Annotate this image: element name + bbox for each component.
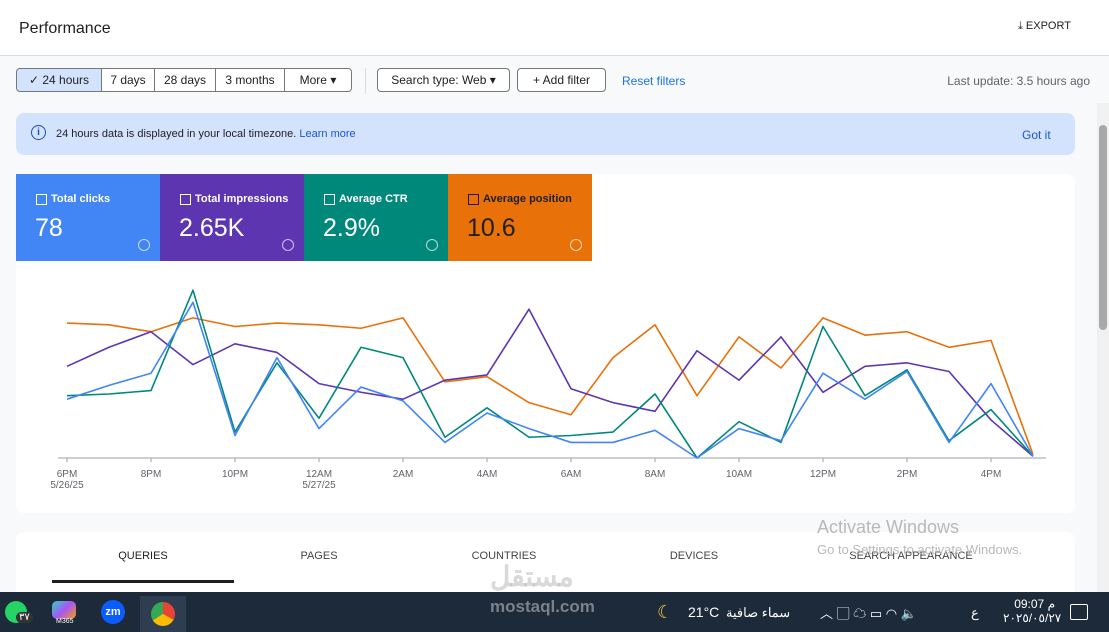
- range-button[interactable]: 7 days: [101, 68, 155, 92]
- x-tick-label: 6PM: [57, 469, 78, 480]
- language[interactable]: ع: [971, 605, 979, 620]
- metric-card[interactable]: Average CTR 2.9%: [304, 174, 448, 261]
- divider: [365, 68, 366, 94]
- metric-label: Average CTR: [339, 193, 408, 205]
- metric-value: 2.9%: [323, 214, 380, 242]
- help-icon[interactable]: [138, 239, 150, 251]
- x-tick-label: 8AM: [645, 469, 666, 480]
- info-banner: [16, 113, 1075, 155]
- moon-icon: ☾: [657, 602, 674, 622]
- x-tick-label: 8PM: [141, 469, 162, 480]
- checkbox[interactable]: [180, 194, 191, 205]
- checkbox[interactable]: [324, 194, 335, 205]
- x-tick-label: 2PM: [897, 469, 918, 480]
- watermark-title: Activate Windows: [817, 517, 960, 537]
- x-tick-label: 10AM: [726, 469, 752, 480]
- m365-label: M365: [56, 618, 74, 625]
- site-watermark: mostaql.com: [490, 597, 595, 616]
- x-tick-sublabel: 5/26/25: [50, 480, 84, 491]
- series-line: [66, 308, 1034, 457]
- search-type-button[interactable]: Search type: Web ▾: [377, 68, 510, 92]
- series-line: [66, 317, 1034, 455]
- range-button[interactable]: ✓ 24 hours: [16, 68, 102, 92]
- export-label[interactable]: EXPORT: [1025, 20, 1071, 32]
- watermark-text: Go to Settings to activate Windows.: [817, 542, 1023, 557]
- metric-label: Total impressions: [195, 193, 289, 205]
- metric-value: 2.65K: [179, 214, 245, 242]
- site-watermark-arabic: مستقل: [490, 561, 574, 592]
- reset-filters[interactable]: Reset filters: [622, 74, 686, 88]
- x-tick-label: 12AM: [306, 469, 332, 480]
- metric-value: 78: [35, 214, 63, 242]
- more-button[interactable]: More ▾: [284, 68, 352, 92]
- weather-text: سماء صافية: [726, 605, 791, 620]
- tray-icons[interactable]: ︿ ▢ ☁ ▭ ◠ 🔈: [820, 606, 917, 621]
- tabs-card: [16, 532, 1075, 602]
- checkbox[interactable]: [468, 194, 479, 205]
- tab[interactable]: DEVICES: [669, 550, 719, 562]
- help-icon[interactable]: [282, 239, 294, 251]
- got-it[interactable]: Got it: [1022, 128, 1051, 142]
- checkbox[interactable]: [36, 194, 47, 205]
- add-filter-label[interactable]: Add filter: [542, 73, 591, 87]
- badge: ٣٧: [16, 612, 33, 623]
- info-icon: i: [31, 125, 46, 140]
- export-button[interactable]: ⤓ EXPORT: [1018, 20, 1071, 32]
- add-filter-button[interactable]: + Add filter: [517, 68, 606, 92]
- zoom-icon[interactable]: zm: [101, 600, 125, 624]
- x-tick-label: 12PM: [810, 469, 836, 480]
- tab-indicator: [52, 580, 234, 583]
- x-tick-label: 6AM: [561, 469, 582, 480]
- x-tick-label: 10PM: [222, 469, 248, 480]
- more-label[interactable]: More: [299, 73, 327, 87]
- page-title: Performance: [19, 20, 111, 37]
- date: ٢٠٢٥/٠٥/٢٧: [1003, 611, 1062, 625]
- metric-label: Total clicks: [51, 193, 111, 205]
- help-icon[interactable]: [426, 239, 438, 251]
- banner-text: 24 hours data is displayed in your local…: [56, 128, 356, 140]
- clock[interactable]: 09:07 م ٢٠٢٥/٠٥/٢٧: [1003, 597, 1062, 625]
- time: 09:07 م: [1014, 597, 1055, 611]
- last-update: Last update: 3.5 hours ago: [947, 74, 1090, 88]
- weather-temp: 21°C: [688, 604, 720, 620]
- range-label[interactable]: 24 hours: [42, 73, 90, 87]
- metric-value: 10.6: [467, 214, 516, 242]
- tab[interactable]: QUERIES: [118, 550, 168, 562]
- header: [0, 0, 1109, 56]
- series-line: [66, 301, 1034, 459]
- metric-card[interactable]: Total impressions 2.65K: [160, 174, 304, 261]
- learn-more[interactable]: Learn more: [299, 128, 356, 140]
- search-type-label[interactable]: Search type: Web: [391, 73, 487, 87]
- series-line: [66, 289, 1034, 459]
- scrollbar[interactable]: [1097, 103, 1109, 592]
- x-tick-sublabel: 5/27/25: [302, 480, 336, 491]
- m365-icon[interactable]: [52, 601, 76, 619]
- metric-label: Average position: [483, 193, 572, 205]
- banner-message: 24 hours data is displayed in your local…: [56, 128, 297, 140]
- tab[interactable]: PAGES: [300, 550, 338, 562]
- tab[interactable]: COUNTRIES: [471, 550, 537, 562]
- x-tick-label: 4AM: [477, 469, 498, 480]
- tab[interactable]: SEARCH APPEARANCE: [849, 550, 973, 562]
- chrome-tab[interactable]: [140, 596, 186, 632]
- metric-card[interactable]: Total clicks 78: [16, 174, 160, 261]
- metric-card[interactable]: Average position 10.6: [448, 174, 592, 261]
- x-tick-label: 2AM: [393, 469, 414, 480]
- help-icon[interactable]: [570, 239, 582, 251]
- x-tick-label: 4PM: [981, 469, 1002, 480]
- notifications[interactable]: [1070, 604, 1088, 620]
